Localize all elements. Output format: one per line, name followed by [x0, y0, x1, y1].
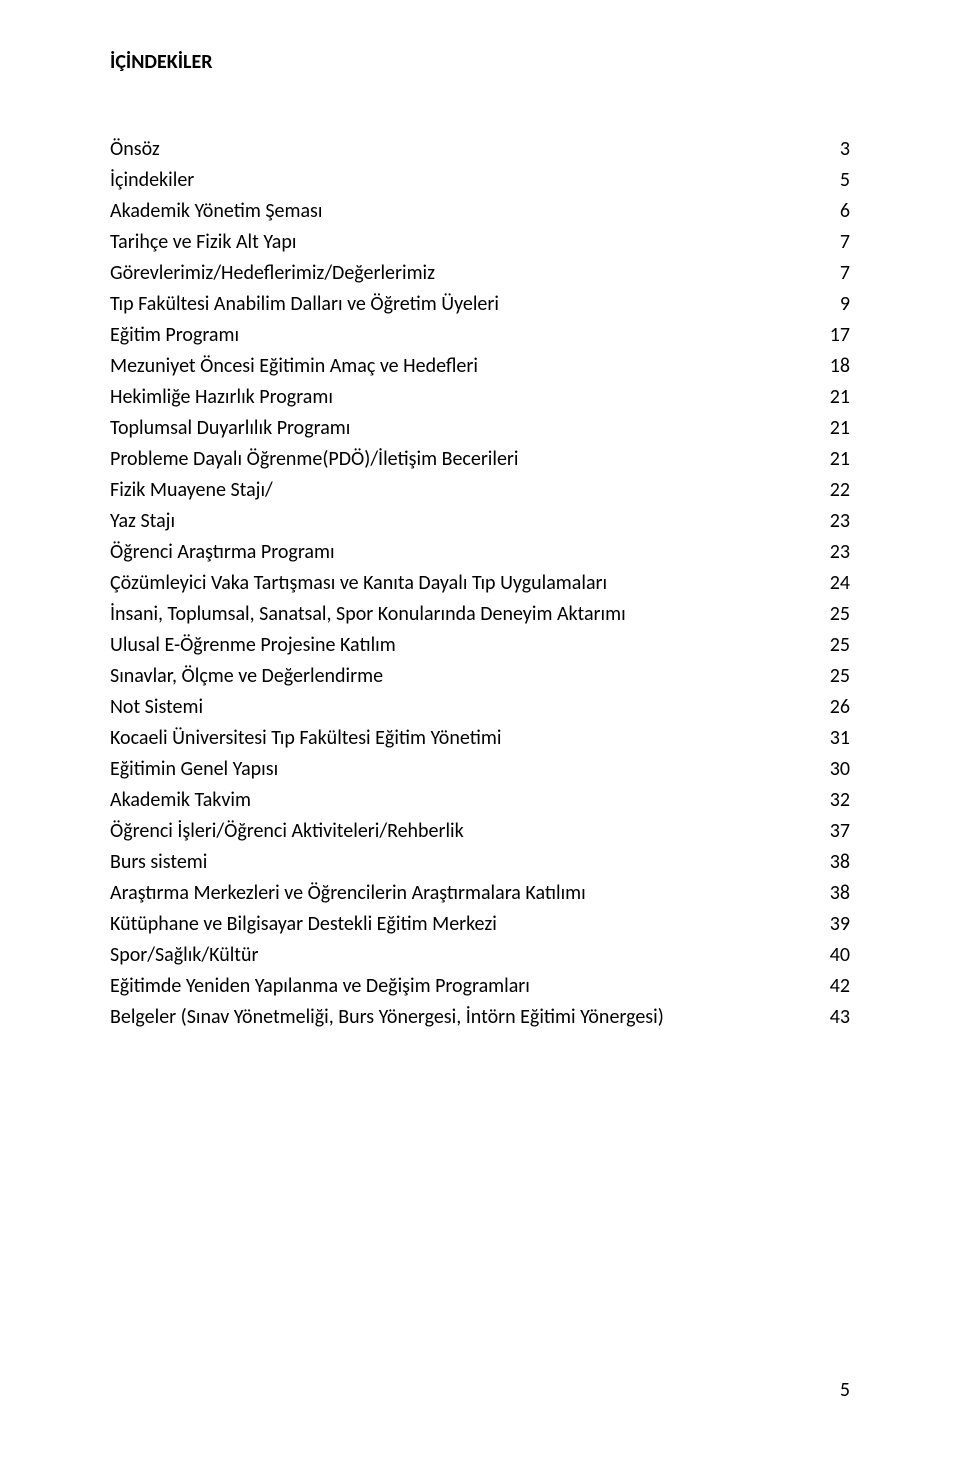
toc-row: Kocaeli Üniversitesi Tıp Fakültesi Eğiti… — [110, 723, 850, 754]
toc-entry-page: 37 — [800, 816, 850, 847]
toc-row: Fizik Muayene Stajı/22 — [110, 475, 850, 506]
toc-entry-page: 17 — [800, 320, 850, 351]
toc-row: Burs sistemi38 — [110, 847, 850, 878]
toc-row: Eğitim Programı17 — [110, 320, 850, 351]
toc-entry-page: 40 — [800, 940, 850, 971]
toc-entry-label: İçindekiler — [110, 165, 800, 196]
toc-row: Öğrenci Araştırma Programı23 — [110, 537, 850, 568]
toc-entry-page: 31 — [800, 723, 850, 754]
toc-entry-page: 24 — [800, 568, 850, 599]
toc-entry-label: Ulusal E-Öğrenme Projesine Katılım — [110, 630, 800, 661]
toc-entry-page: 23 — [800, 537, 850, 568]
toc-entry-label: Fizik Muayene Stajı/ — [110, 475, 800, 506]
toc-entry-page: 18 — [800, 351, 850, 382]
toc-entry-label: Eğitim Programı — [110, 320, 800, 351]
toc-entry-label: Belgeler (Sınav Yönetmeliği, Burs Yönerg… — [110, 1002, 800, 1033]
toc-entry-page: 42 — [800, 971, 850, 1002]
toc-entry-page: 38 — [800, 847, 850, 878]
toc-row: Eğitimin Genel Yapısı30 — [110, 754, 850, 785]
toc-row: Mezuniyet Öncesi Eğitimin Amaç ve Hedefl… — [110, 351, 850, 382]
toc-row: İnsani, Toplumsal, Sanatsal, Spor Konula… — [110, 599, 850, 630]
toc-row: Sınavlar, Ölçme ve Değerlendirme25 — [110, 661, 850, 692]
toc-entry-label: Eğitimin Genel Yapısı — [110, 754, 800, 785]
toc-title: İÇİNDEKİLER — [110, 50, 850, 74]
toc-entry-label: Not Sistemi — [110, 692, 800, 723]
toc-entry-page: 22 — [800, 475, 850, 506]
toc-entry-page: 25 — [800, 630, 850, 661]
toc-entry-label: Kütüphane ve Bilgisayar Destekli Eğitim … — [110, 909, 800, 940]
toc-entry-label: Eğitimde Yeniden Yapılanma ve Değişim Pr… — [110, 971, 800, 1002]
toc-list: Önsöz3İçindekiler5Akademik Yönetim Şemas… — [110, 134, 850, 1033]
toc-row: Önsöz3 — [110, 134, 850, 165]
toc-entry-page: 6 — [800, 196, 850, 227]
toc-entry-page: 26 — [800, 692, 850, 723]
toc-entry-page: 3 — [800, 134, 850, 165]
toc-row: Toplumsal Duyarlılık Programı21 — [110, 413, 850, 444]
toc-row: Probleme Dayalı Öğrenme(PDÖ)/İletişim Be… — [110, 444, 850, 475]
toc-entry-page: 39 — [800, 909, 850, 940]
toc-entry-page: 30 — [800, 754, 850, 785]
toc-entry-page: 32 — [800, 785, 850, 816]
toc-entry-label: Görevlerimiz/Hedeflerimiz/Değerlerimiz — [110, 258, 800, 289]
toc-entry-label: Probleme Dayalı Öğrenme(PDÖ)/İletişim Be… — [110, 444, 800, 475]
toc-entry-page: 9 — [800, 289, 850, 320]
toc-row: Akademik Yönetim Şeması6 — [110, 196, 850, 227]
toc-entry-label: Araştırma Merkezleri ve Öğrencilerin Ara… — [110, 878, 800, 909]
toc-row: Görevlerimiz/Hedeflerimiz/Değerlerimiz7 — [110, 258, 850, 289]
toc-entry-label: Çözümleyici Vaka Tartışması ve Kanıta Da… — [110, 568, 800, 599]
toc-row: Tıp Fakültesi Anabilim Dalları ve Öğreti… — [110, 289, 850, 320]
page: İÇİNDEKİLER Önsöz3İçindekiler5Akademik Y… — [0, 0, 960, 1462]
toc-entry-page: 7 — [800, 227, 850, 258]
toc-entry-label: Burs sistemi — [110, 847, 800, 878]
toc-entry-label: Öğrenci İşleri/Öğrenci Aktiviteleri/Rehb… — [110, 816, 800, 847]
toc-entry-label: Hekimliğe Hazırlık Programı — [110, 382, 800, 413]
toc-entry-page: 21 — [800, 413, 850, 444]
toc-entry-label: Öğrenci Araştırma Programı — [110, 537, 800, 568]
toc-entry-label: Yaz Stajı — [110, 506, 800, 537]
toc-row: Ulusal E-Öğrenme Projesine Katılım25 — [110, 630, 850, 661]
toc-row: Akademik Takvim32 — [110, 785, 850, 816]
toc-row: Öğrenci İşleri/Öğrenci Aktiviteleri/Rehb… — [110, 816, 850, 847]
toc-entry-page: 21 — [800, 382, 850, 413]
toc-entry-label: Kocaeli Üniversitesi Tıp Fakültesi Eğiti… — [110, 723, 800, 754]
toc-entry-label: Tıp Fakültesi Anabilim Dalları ve Öğreti… — [110, 289, 800, 320]
toc-entry-page: 21 — [800, 444, 850, 475]
toc-entry-page: 23 — [800, 506, 850, 537]
toc-row: Yaz Stajı23 — [110, 506, 850, 537]
toc-entry-page: 25 — [800, 599, 850, 630]
toc-entry-label: Önsöz — [110, 134, 800, 165]
toc-entry-page: 38 — [800, 878, 850, 909]
toc-entry-label: Akademik Yönetim Şeması — [110, 196, 800, 227]
toc-entry-label: Toplumsal Duyarlılık Programı — [110, 413, 800, 444]
toc-row: Eğitimde Yeniden Yapılanma ve Değişim Pr… — [110, 971, 850, 1002]
toc-entry-label: Spor/Sağlık/Kültür — [110, 940, 800, 971]
toc-entry-page: 7 — [800, 258, 850, 289]
toc-row: Hekimliğe Hazırlık Programı21 — [110, 382, 850, 413]
toc-row: Belgeler (Sınav Yönetmeliği, Burs Yönerg… — [110, 1002, 850, 1033]
toc-row: Kütüphane ve Bilgisayar Destekli Eğitim … — [110, 909, 850, 940]
toc-entry-label: Akademik Takvim — [110, 785, 800, 816]
toc-entry-page: 5 — [800, 165, 850, 196]
toc-entry-label: Mezuniyet Öncesi Eğitimin Amaç ve Hedefl… — [110, 351, 800, 382]
page-number: 5 — [840, 1378, 850, 1402]
toc-row: İçindekiler5 — [110, 165, 850, 196]
toc-entry-page: 25 — [800, 661, 850, 692]
toc-row: Not Sistemi26 — [110, 692, 850, 723]
toc-entry-label: Tarihçe ve Fizik Alt Yapı — [110, 227, 800, 258]
toc-row: Tarihçe ve Fizik Alt Yapı7 — [110, 227, 850, 258]
toc-entry-label: İnsani, Toplumsal, Sanatsal, Spor Konula… — [110, 599, 800, 630]
toc-entry-page: 43 — [800, 1002, 850, 1033]
toc-entry-label: Sınavlar, Ölçme ve Değerlendirme — [110, 661, 800, 692]
toc-row: Spor/Sağlık/Kültür40 — [110, 940, 850, 971]
toc-row: Çözümleyici Vaka Tartışması ve Kanıta Da… — [110, 568, 850, 599]
toc-row: Araştırma Merkezleri ve Öğrencilerin Ara… — [110, 878, 850, 909]
